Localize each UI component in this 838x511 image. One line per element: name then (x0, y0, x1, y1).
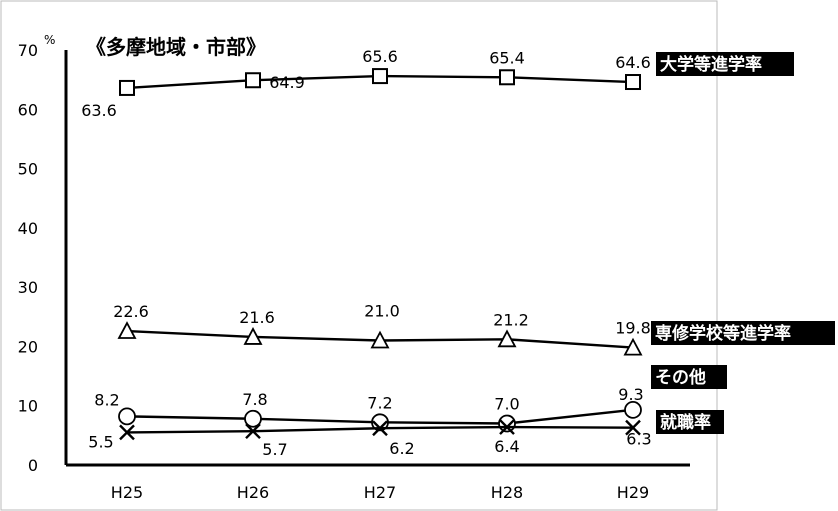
y-tick-label: 10 (18, 397, 38, 416)
plot-frame (0, 0, 718, 511)
data-point-triangle (243, 327, 263, 345)
data-label: 6.4 (494, 437, 519, 456)
data-point-square (372, 68, 388, 85)
data-point-triangle (370, 330, 390, 349)
data-point-circle (371, 413, 389, 432)
data-label: 7.0 (494, 395, 519, 414)
data-label: 21.2 (493, 310, 529, 329)
data-label: 9.3 (618, 385, 643, 404)
data-label: 63.6 (81, 101, 117, 120)
y-tick-label: 60 (18, 100, 38, 119)
legend-badge (656, 410, 724, 434)
data-label: 64.9 (269, 73, 305, 92)
data-point-square (245, 72, 261, 89)
data-point-square (625, 74, 641, 91)
data-label: 5.7 (262, 440, 287, 459)
legend-label: 専修学校等進学率 (655, 323, 791, 344)
data-point-square (499, 69, 515, 86)
x-tick-label: H28 (491, 483, 523, 502)
data-point-circle (624, 400, 642, 419)
data-label: 7.2 (367, 393, 392, 412)
data-point-square (119, 79, 135, 96)
x-tick-label: H25 (111, 483, 143, 502)
legend-badge (656, 52, 794, 76)
data-label: 8.2 (94, 390, 119, 409)
x-tick-label: H27 (364, 483, 396, 502)
data-label: 65.6 (362, 47, 398, 66)
y-tick-label: 30 (18, 278, 38, 297)
x-tick-label: H29 (617, 483, 649, 502)
data-point-cross (372, 420, 388, 437)
data-label: 65.4 (489, 48, 525, 67)
legend-badge (651, 365, 727, 389)
y-tick-label: 20 (18, 337, 38, 356)
legend-label: その他 (655, 367, 706, 388)
data-point-triangle (623, 337, 643, 356)
data-point-circle (118, 407, 136, 426)
data-point-triangle (497, 329, 517, 348)
data-label: 7.8 (242, 390, 267, 409)
data-point-cross (245, 423, 261, 440)
legend-label: 大学等進学率 (660, 54, 762, 75)
data-point-cross (625, 419, 641, 436)
data-label: 21.6 (239, 308, 275, 327)
chart-title: 《多摩地域・市部》 (86, 35, 266, 59)
data-label: 6.2 (389, 439, 414, 458)
data-point-cross (119, 424, 135, 441)
y-tick-label: 50 (18, 160, 38, 179)
data-label: 22.6 (113, 302, 149, 321)
data-label: 6.3 (626, 430, 651, 449)
data-label: 5.5 (88, 432, 113, 451)
y-tick-label: 0 (28, 456, 38, 475)
legend-badge (651, 321, 835, 345)
y-tick-label: 40 (18, 219, 38, 238)
data-label: 21.0 (364, 302, 400, 321)
data-point-circle (244, 409, 262, 428)
y-tick-label: 70 (18, 41, 38, 60)
data-point-circle (498, 414, 516, 433)
x-tick-label: H26 (237, 483, 269, 502)
data-point-cross (499, 419, 515, 435)
data-label: 64.6 (615, 53, 651, 72)
legend-label: 就職率 (660, 412, 711, 433)
y-unit-label: % (44, 33, 55, 47)
data-label: 19.8 (615, 319, 651, 338)
data-point-triangle (117, 321, 137, 339)
